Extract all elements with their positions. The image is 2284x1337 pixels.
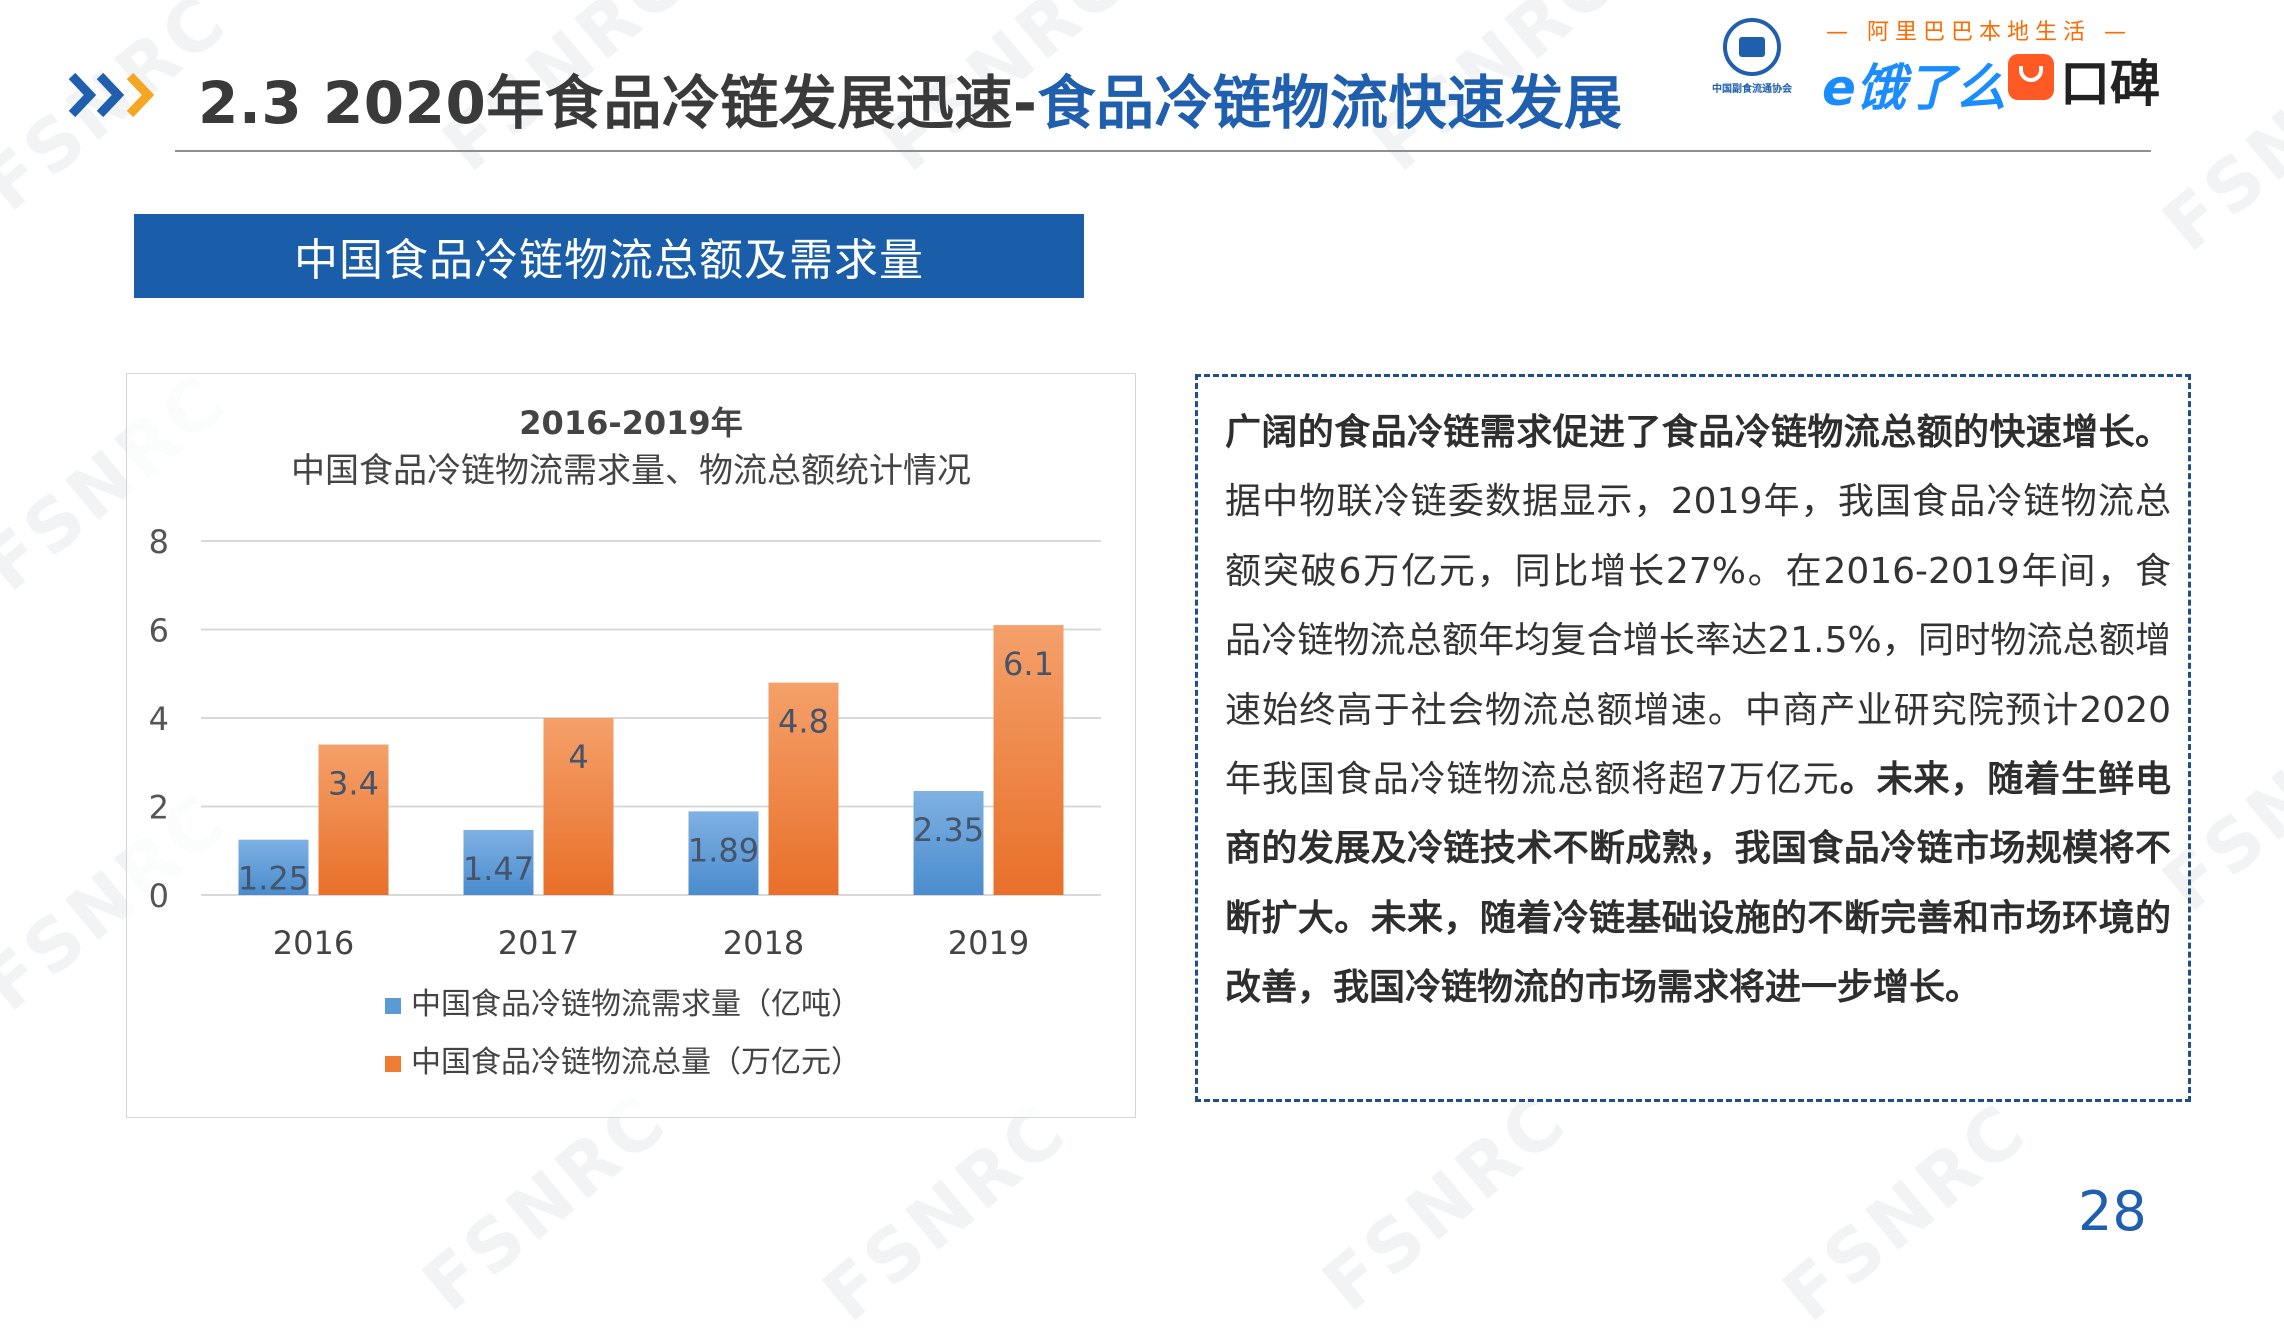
data-label: 1.47 [463, 850, 534, 888]
body-text: 据中物联冷链委数据显示，2019年，我国食品冷链物流总额突破6万亿元，同比增长2… [1225, 481, 2171, 801]
bar-demand-2018 [688, 811, 759, 895]
association-caption: 中国副食流通协会 [1712, 84, 1792, 95]
data-label: 4 [568, 738, 588, 776]
watermark: FSNRC [806, 1086, 1083, 1337]
x-tick-label: 2019 [948, 924, 1029, 962]
watermark: FSNRC [1766, 1086, 2043, 1337]
data-label: 3.4 [328, 765, 379, 803]
bar-demand-2017 [463, 829, 534, 895]
page-title-prefix: 2.3 2020年食品冷链发展迅速- [198, 69, 1038, 137]
data-label: 2.35 [913, 811, 984, 849]
data-label: 4.8 [778, 703, 829, 741]
tail-bold-text: 。未来，随着生鲜电商的发展及冷链技术不断成熟，我国食品冷链市场规模将不断扩大。未… [1225, 759, 2171, 1009]
data-label: 1.25 [238, 860, 309, 898]
legend-swatch [385, 1056, 401, 1072]
data-label: 1.89 [688, 831, 759, 869]
chart-panel: 2016-2019年中国食品冷链物流需求量、物流总额统计情况 0 2 4 6 8 1.25 3… [126, 373, 1136, 1118]
watermark: FSNRC [2146, 16, 2284, 268]
section-banner: 中国食品冷链物流总额及需求量 [134, 214, 1084, 298]
bar-total-2017 [543, 718, 614, 895]
y-tick-label: 0 [149, 877, 169, 915]
eleme-logo: e饿了么 [1822, 59, 2006, 117]
bar-total-2016 [318, 744, 389, 895]
x-tick-label: 2016 [273, 924, 354, 962]
chart-title-line1: 2016-2019年 [519, 404, 742, 442]
y-tick-label: 8 [149, 523, 169, 561]
koubei-smile-icon [2008, 54, 2054, 100]
association-logo: 中国副食流通协会 [1708, 18, 1796, 106]
lead-bold-text: 广阔的食品冷链需求促进了食品冷链物流总额的快速增长。 [1225, 412, 2171, 453]
y-tick-label: 4 [149, 700, 169, 738]
legend-swatch [385, 998, 401, 1014]
bar-demand-2019 [913, 791, 984, 895]
bar-demand-2016 [238, 839, 309, 895]
bar-total-2018 [768, 682, 839, 895]
x-tick-label: 2018 [723, 924, 804, 962]
x-tick-label: 2017 [498, 924, 579, 962]
page-number: 28 [2078, 1180, 2147, 1243]
page-title-highlight: 食品冷链物流快速发展 [1037, 69, 1623, 137]
koubei-logo: 口碑 [2060, 55, 2160, 113]
bar-total-2019 [993, 625, 1064, 895]
chart-title-line2: 中国食品冷链物流需求量、物流总额统计情况 [291, 451, 971, 491]
association-emblem-icon [1723, 18, 1781, 76]
y-tick-label: 6 [149, 612, 169, 650]
text-panel-border [1195, 374, 2191, 1102]
text-panel-body: 广阔的食品冷链需求促进了食品冷链物流总额的快速增长。据中物联冷链委数据显示，20… [1225, 398, 2171, 1023]
alibaba-local-life-tagline: — 阿里巴巴本地生活 — [1826, 20, 2132, 45]
data-label: 6.1 [1003, 645, 1054, 683]
legend-entry: 中国食品冷链物流需求量（亿吨） [411, 987, 861, 1022]
header-divider [175, 150, 2151, 152]
y-tick-label: 2 [149, 789, 169, 827]
page-title: 2.3 2020年食品冷链发展迅速-食品冷链物流快速发展 [198, 56, 1622, 140]
legend-entry: 中国食品冷链物流总量（万亿元） [411, 1045, 861, 1080]
chevron-arrows-icon [68, 72, 155, 118]
